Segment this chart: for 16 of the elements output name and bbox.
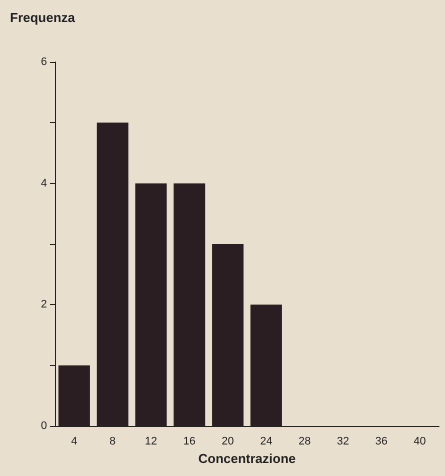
x-tick-label: 36 bbox=[375, 436, 388, 448]
x-tick-label: 40 bbox=[414, 436, 426, 448]
y-tick-label: 4 bbox=[40, 177, 47, 190]
x-tick-label: 32 bbox=[336, 436, 350, 448]
x-tick-label: 16 bbox=[183, 436, 196, 448]
x-tick-label: 8 bbox=[110, 436, 116, 448]
y-tick-label: 2 bbox=[40, 298, 47, 311]
x-tick-label: 24 bbox=[260, 436, 272, 448]
y-tick-label: 0 bbox=[40, 420, 47, 432]
x-tick-label: 28 bbox=[298, 436, 311, 448]
y-tick-label: 6 bbox=[40, 56, 47, 68]
x-tick-label: 20 bbox=[222, 436, 234, 448]
x-tick-label: 12 bbox=[144, 436, 158, 448]
x-tick-label: 4 bbox=[71, 436, 78, 448]
y-axis-title: Frequenza bbox=[10, 10, 76, 25]
x-axis-title: Concentrazione bbox=[198, 450, 296, 466]
